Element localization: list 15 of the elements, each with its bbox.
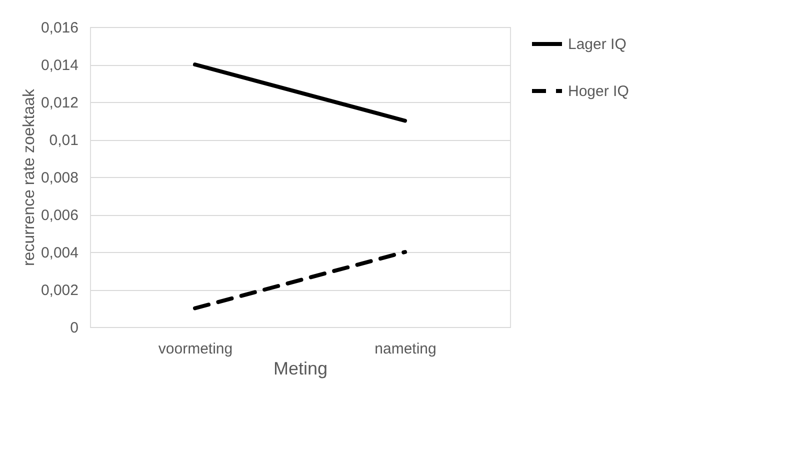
y-tick-label: 0,008 [40, 170, 78, 186]
y-axis-title: recurrence rate zoektaak [20, 88, 38, 266]
y-tick-label: 0,01 [49, 132, 78, 149]
y-tick-label: 0,012 [40, 94, 78, 112]
y-tick-label: 0,006 [40, 207, 78, 224]
x-axis-title: Meting [273, 358, 328, 378]
x-tick-label: voormeting [158, 340, 233, 358]
y-tick-label: 0,004 [40, 244, 78, 262]
y-tick-label: 0,002 [40, 282, 78, 299]
legend-label: Lager IQ [568, 36, 626, 53]
x-tick-label: nameting [374, 340, 436, 358]
y-tick-label: 0 [70, 320, 78, 336]
legend-label: Hoger IQ [568, 83, 629, 100]
y-tick-label: 0,014 [40, 57, 78, 74]
y-tick-label: 0,016 [40, 20, 78, 36]
